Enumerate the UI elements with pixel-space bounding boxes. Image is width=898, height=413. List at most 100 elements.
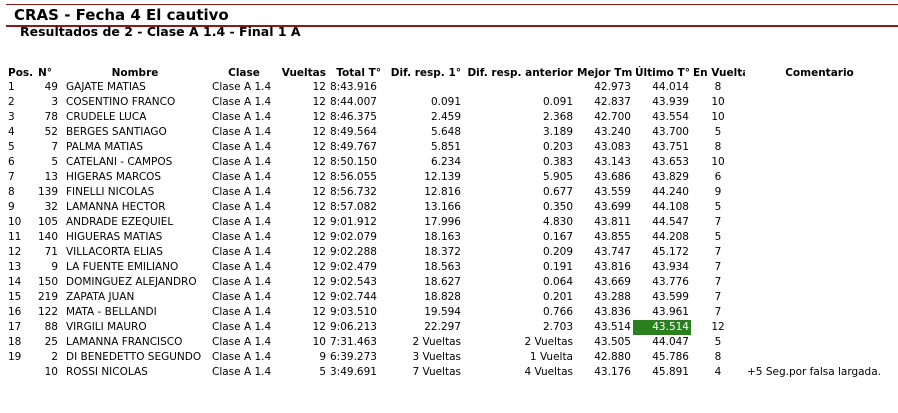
cell-last: 44.547	[652, 216, 689, 228]
cell-last: 43.514	[633, 320, 691, 335]
cell-laps: 12	[312, 261, 326, 273]
table-row[interactable]: 15 219 ZAPATA JUAN Clase A 1.4 12 9:02.744 18.…	[6, 290, 894, 305]
table-row[interactable]: 5 7 PALMA MATIAS Clase A 1.4 12 8:49.767 5.851…	[6, 140, 894, 155]
cell-pos: 4	[8, 126, 15, 138]
cell-last: 43.751	[652, 141, 689, 153]
col-header-class[interactable]: Clase	[228, 67, 260, 79]
cell-total: 9:02.479	[330, 261, 377, 273]
cell-gap-prev: 0.203	[542, 141, 573, 153]
cell-best: 42.837	[594, 96, 631, 108]
cell-pos: 14	[8, 276, 22, 288]
table-row[interactable]: 12 71 VILLACORTA ELIAS Clase A 1.4 12 9:02.28…	[6, 245, 894, 260]
table-row[interactable]: 16 122 MATA - BELLANDI Clase A 1.4 12 9:03.51…	[6, 305, 894, 320]
col-header-laps[interactable]: Vueltas	[281, 67, 326, 79]
cell-num: 32	[44, 201, 58, 213]
cell-gap-first	[383, 80, 463, 95]
cell-pos: 15	[8, 291, 22, 303]
cell-name: ROSSI NICOLAS	[66, 366, 148, 378]
cell-best: 43.240	[594, 126, 631, 138]
cell-comment	[745, 350, 894, 365]
cell-last: 43.961	[652, 306, 689, 318]
col-header-on-lap[interactable]: En Vuelta	[693, 67, 745, 79]
cell-best: 43.811	[594, 216, 631, 228]
col-header-gap-first[interactable]: Dif. resp. 1°	[390, 67, 461, 79]
cell-laps: 10	[312, 336, 326, 348]
cell-total: 9:03.510	[330, 306, 377, 318]
cell-best: 43.855	[594, 231, 631, 243]
cell-class: Clase A 1.4	[212, 261, 272, 273]
table-row[interactable]: 11 140 HIGUERAS MATIAS Clase A 1.4 12 9:02.07…	[6, 230, 894, 245]
cell-name: ANDRADE EZEQUIEL	[66, 216, 174, 228]
cell-best: 43.176	[594, 366, 631, 378]
cell-laps: 12	[312, 246, 326, 258]
cell-best: 43.505	[594, 336, 631, 348]
cell-best: 43.514	[594, 321, 631, 333]
cell-pos: 17	[8, 321, 22, 333]
cell-num: 140	[38, 231, 59, 243]
col-header-num[interactable]: N°	[38, 67, 53, 79]
cell-best: 43.143	[594, 156, 631, 168]
table-row[interactable]: 19 2 DI BENEDETTO SEGUNDO Clase A 1.4 9 6:39.…	[6, 350, 894, 365]
table-row[interactable]: 8 139 FINELLI NICOLAS Clase A 1.4 12 8:56.732…	[6, 185, 894, 200]
cell-class: Clase A 1.4	[212, 126, 272, 138]
cell-best: 43.816	[594, 261, 631, 273]
table-row[interactable]: 9 32 LAMANNA HECTOR Clase A 1.4 12 8:57.082 13…	[6, 200, 894, 215]
cell-num: 71	[44, 246, 58, 258]
cell-last: 44.208	[652, 231, 689, 243]
cell-gap-prev: 0.191	[542, 261, 573, 273]
cell-gap-prev: 4 Vueltas	[524, 366, 573, 378]
col-header-best[interactable]: Mejor Tm	[577, 67, 633, 79]
cell-pos: 2	[8, 96, 15, 108]
cell-num: 9	[51, 261, 58, 273]
table-row[interactable]: 14 150 DOMINGUEZ ALEJANDRO Clase A 1.4 12 9:0…	[6, 275, 894, 290]
cell-last: 45.172	[652, 246, 689, 258]
cell-best: 43.686	[594, 171, 631, 183]
table-row[interactable]: 10 ROSSI NICOLAS Clase A 1.4 5 3:49.691 7 Vue…	[6, 365, 894, 380]
table-row[interactable]: 7 13 HIGERAS MARCOS Clase A 1.4 12 8:56.055 12…	[6, 170, 894, 185]
cell-last: 45.786	[652, 351, 689, 363]
table-row[interactable]: 3 78 CRUDELE LUCA Clase A 1.4 12 8:46.375 2.45…	[6, 110, 894, 125]
table-row[interactable]: 6 5 CATELANI - CAMPOS Clase A 1.4 12 8:50.150…	[6, 155, 894, 170]
cell-last: 43.934	[652, 261, 689, 273]
table-row[interactable]: 2 3 COSENTINO FRANCO Clase A 1.4 12 8:44.007 0…	[6, 95, 894, 110]
cell-gap-prev: 0.064	[542, 276, 573, 288]
cell-laps: 12	[312, 141, 326, 153]
cell-num: 49	[44, 81, 58, 93]
cell-class: Clase A 1.4	[212, 351, 272, 363]
col-header-pos[interactable]: Pos.	[8, 67, 34, 79]
cell-pos: 5	[8, 141, 15, 153]
col-header-total[interactable]: Total T°	[336, 67, 381, 79]
cell-on-lap: 7	[714, 216, 722, 228]
cell-total: 9:06.213	[330, 321, 377, 333]
col-header-gap-prev[interactable]: Dif. resp. anterior	[467, 67, 573, 79]
cell-comment	[745, 95, 894, 110]
cell-num: 5	[51, 156, 58, 168]
col-header-comment[interactable]: Comentario	[785, 67, 854, 79]
col-header-name[interactable]: Nombre	[111, 67, 159, 79]
cell-gap-first: 18.372	[424, 246, 461, 258]
cell-num: 150	[38, 276, 59, 288]
cell-pos: 3	[8, 111, 15, 123]
table-row[interactable]: 1 49 GAJATE MATIAS Clase A 1.4 12 8:43.916 42.…	[6, 80, 894, 95]
cell-comment	[745, 125, 894, 140]
cell-on-lap: 5	[714, 201, 722, 213]
cell-total: 8:49.767	[330, 141, 377, 153]
cell-name: HIGERAS MARCOS	[66, 171, 162, 183]
col-header-last[interactable]: Último T°	[635, 67, 690, 79]
table-row[interactable]: 18 25 LAMANNA FRANCISCO Clase A 1.4 10 7:31.4…	[6, 335, 894, 350]
cell-num: 10	[44, 366, 58, 378]
header-row: Pos. N° Nombre Clase Vueltas Total T° Di…	[6, 66, 894, 80]
cell-gap-first: 6.234	[430, 156, 461, 168]
cell-name: LA FUENTE EMILIANO	[66, 261, 179, 273]
cell-total: 9:02.744	[330, 291, 377, 303]
cell-laps: 12	[312, 276, 326, 288]
cell-total: 9:02.079	[330, 231, 377, 243]
table-row[interactable]: 17 88 VIRGILI MAURO Clase A 1.4 12 9:06.213 22…	[6, 320, 894, 335]
cell-best: 43.083	[594, 141, 631, 153]
table-row[interactable]: 4 52 BERGES SANTIAGO Clase A 1.4 12 8:49.564 5…	[6, 125, 894, 140]
cell-gap-first: 13.166	[424, 201, 461, 213]
table-row[interactable]: 10 105 ANDRADE EZEQUIEL Clase A 1.4 12 9:01.9…	[6, 215, 894, 230]
cell-num: 7	[51, 141, 58, 153]
table-row[interactable]: 13 9 LA FUENTE EMILIANO Clase A 1.4 12 9:02.4…	[6, 260, 894, 275]
cell-on-lap: 7	[714, 276, 722, 288]
